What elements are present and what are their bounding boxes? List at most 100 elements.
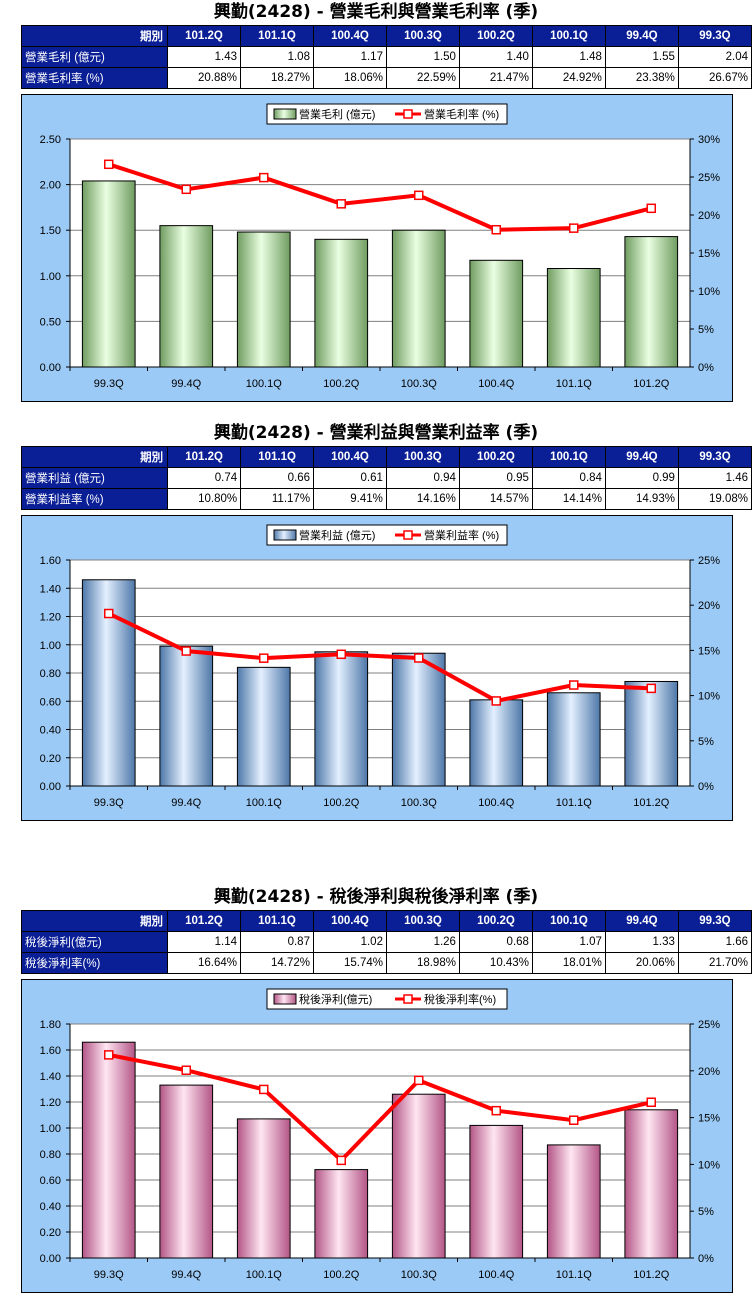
table-cell: 14.14% (531, 488, 606, 510)
table-cell: 10.43% (458, 952, 533, 974)
legend-bar-swatch (273, 529, 297, 541)
table-cell: 0.94 (385, 467, 460, 489)
row-label: 營業利益率 (%) (20, 488, 169, 510)
table-cell: 14.57% (458, 488, 533, 510)
line-marker (181, 184, 191, 195)
table-cell: 0.61 (313, 467, 387, 489)
y2-tick-label: 25% (698, 172, 720, 184)
x-tick-label: 100.4Q (478, 1269, 515, 1281)
bar (159, 225, 214, 368)
bar (546, 1144, 601, 1259)
legend-bar-label: 稅後淨利(億元) (299, 992, 372, 1006)
table-cell: 1.55 (604, 46, 679, 68)
y-tick-label: 1.40 (40, 583, 61, 595)
table-cell: 19.08% (677, 488, 752, 510)
bar (546, 692, 601, 787)
chart-svg: 0.00 0.20 0.40 0.60 0.80 1.00 1.20 1.40 1.60 1.80… (40, 988, 720, 1281)
y2-tick-label: 0% (698, 781, 714, 793)
row-label: 營業毛利率 (%) (20, 67, 169, 89)
table-cell: 1.02 (312, 931, 387, 953)
period-header: 100.2Q (458, 910, 533, 932)
table-cell: 0.99 (604, 467, 679, 489)
y-tick-label: 0.80 (40, 1149, 61, 1161)
series-line (108, 1052, 652, 1164)
period-header: 100.1Q (531, 446, 606, 468)
period-header: 101.1Q (240, 446, 315, 468)
table-cell: 1.46 (677, 467, 752, 489)
x-tick-label: 99.3Q (94, 797, 124, 809)
x-tick-label: 100.2Q (323, 797, 360, 809)
table-cell: 1.08 (240, 46, 314, 68)
legend: 稅後淨利(億元) 稅後淨利率(%) (266, 988, 508, 1010)
series-line (108, 162, 652, 232)
period-header: 101.2Q (167, 25, 241, 47)
period-header: 100.4Q (313, 446, 387, 468)
table-cell: 1.26 (385, 931, 460, 953)
line-marker (336, 1155, 346, 1166)
period-header: 100.2Q (458, 446, 533, 468)
bar (469, 259, 524, 368)
period-header: 99.3Q (677, 446, 752, 468)
line-marker (259, 172, 269, 183)
y-tick-label: 1.00 (40, 640, 61, 652)
x-tick-label: 100.1Q (246, 797, 283, 809)
bar (236, 1118, 291, 1259)
row-label: 營業毛利 (億元) (20, 46, 169, 68)
y2-tick-label: 10% (698, 691, 720, 703)
period-header: 100.3Q (385, 25, 460, 47)
y-tick-label: 2.50 (40, 134, 61, 146)
period-header: 100.1Q (531, 25, 606, 47)
legend-line-label: 稅後淨利率(%) (424, 992, 496, 1006)
y-tick-label: 1.40 (40, 1071, 61, 1083)
line-marker (646, 1097, 656, 1107)
y-tick-label: 0.40 (40, 725, 61, 737)
table-cell: 20.06% (604, 952, 679, 974)
table-cell: 21.47% (458, 67, 533, 89)
table-cell: 24.92% (531, 67, 606, 89)
bar (391, 652, 446, 787)
period-header: 101.2Q (167, 446, 242, 468)
line-marker (336, 199, 346, 209)
table-cell: 1.14 (167, 931, 241, 953)
header-label: 期別 (20, 446, 169, 468)
table-cell: 26.67% (677, 67, 752, 89)
y2-tick-label: 0% (698, 1253, 714, 1265)
line-marker (569, 680, 579, 690)
legend-line-marker (403, 530, 413, 540)
x-tick-label: 100.1Q (246, 378, 283, 390)
period-header: 99.4Q (604, 910, 679, 932)
chart-title: 興勤(2428) - 稅後淨利與稅後淨利率 (季) (213, 887, 539, 907)
y-tick-label: 0.00 (40, 781, 61, 793)
y2-tick-label: 25% (698, 555, 720, 567)
x-tick-label: 100.3Q (401, 797, 438, 809)
y-tick-label: 1.60 (40, 555, 61, 567)
table-cell: 1.48 (531, 46, 606, 68)
data-table: 期別 101.2Q 101.1Q 100.4Q 100.3Q 100.2Q 10… (20, 25, 752, 89)
x-tick-label: 99.4Q (171, 1269, 201, 1281)
table-cell: 14.16% (385, 488, 460, 510)
bar (314, 238, 369, 368)
x-tick-label: 99.3Q (94, 378, 124, 390)
table-cell: 16.64% (167, 952, 241, 974)
period-header: 99.3Q (677, 25, 752, 47)
line-marker (414, 1075, 424, 1086)
legend: 營業毛利 (億元) 營業毛利率 (%) (266, 103, 508, 125)
chart-svg: 0.00 0.50 1.00 1.50 2.00 2.50 0% 5% 10% 15% 20% 25%… (40, 103, 720, 390)
legend-line-marker (403, 109, 413, 119)
bar (469, 699, 524, 787)
bar (236, 231, 291, 368)
x-tick-label: 100.2Q (323, 378, 360, 390)
x-tick-label: 100.2Q (323, 1269, 360, 1281)
legend-line-marker (403, 994, 413, 1004)
data-table: 期別 101.2Q 101.1Q 100.4Q 100.3Q 100.2Q 10… (20, 446, 752, 510)
y2-tick-label: 15% (698, 1113, 720, 1125)
table-cell: 22.59% (385, 67, 460, 89)
y-tick-label: 0.80 (40, 668, 61, 680)
bar (236, 666, 291, 787)
period-header: 101.1Q (240, 910, 314, 932)
y2-tick-label: 5% (698, 736, 714, 748)
y-tick-label: 0.20 (40, 753, 61, 765)
line-marker (259, 653, 269, 663)
y-tick-label: 0.50 (40, 316, 61, 328)
table-cell: 1.07 (531, 931, 606, 953)
